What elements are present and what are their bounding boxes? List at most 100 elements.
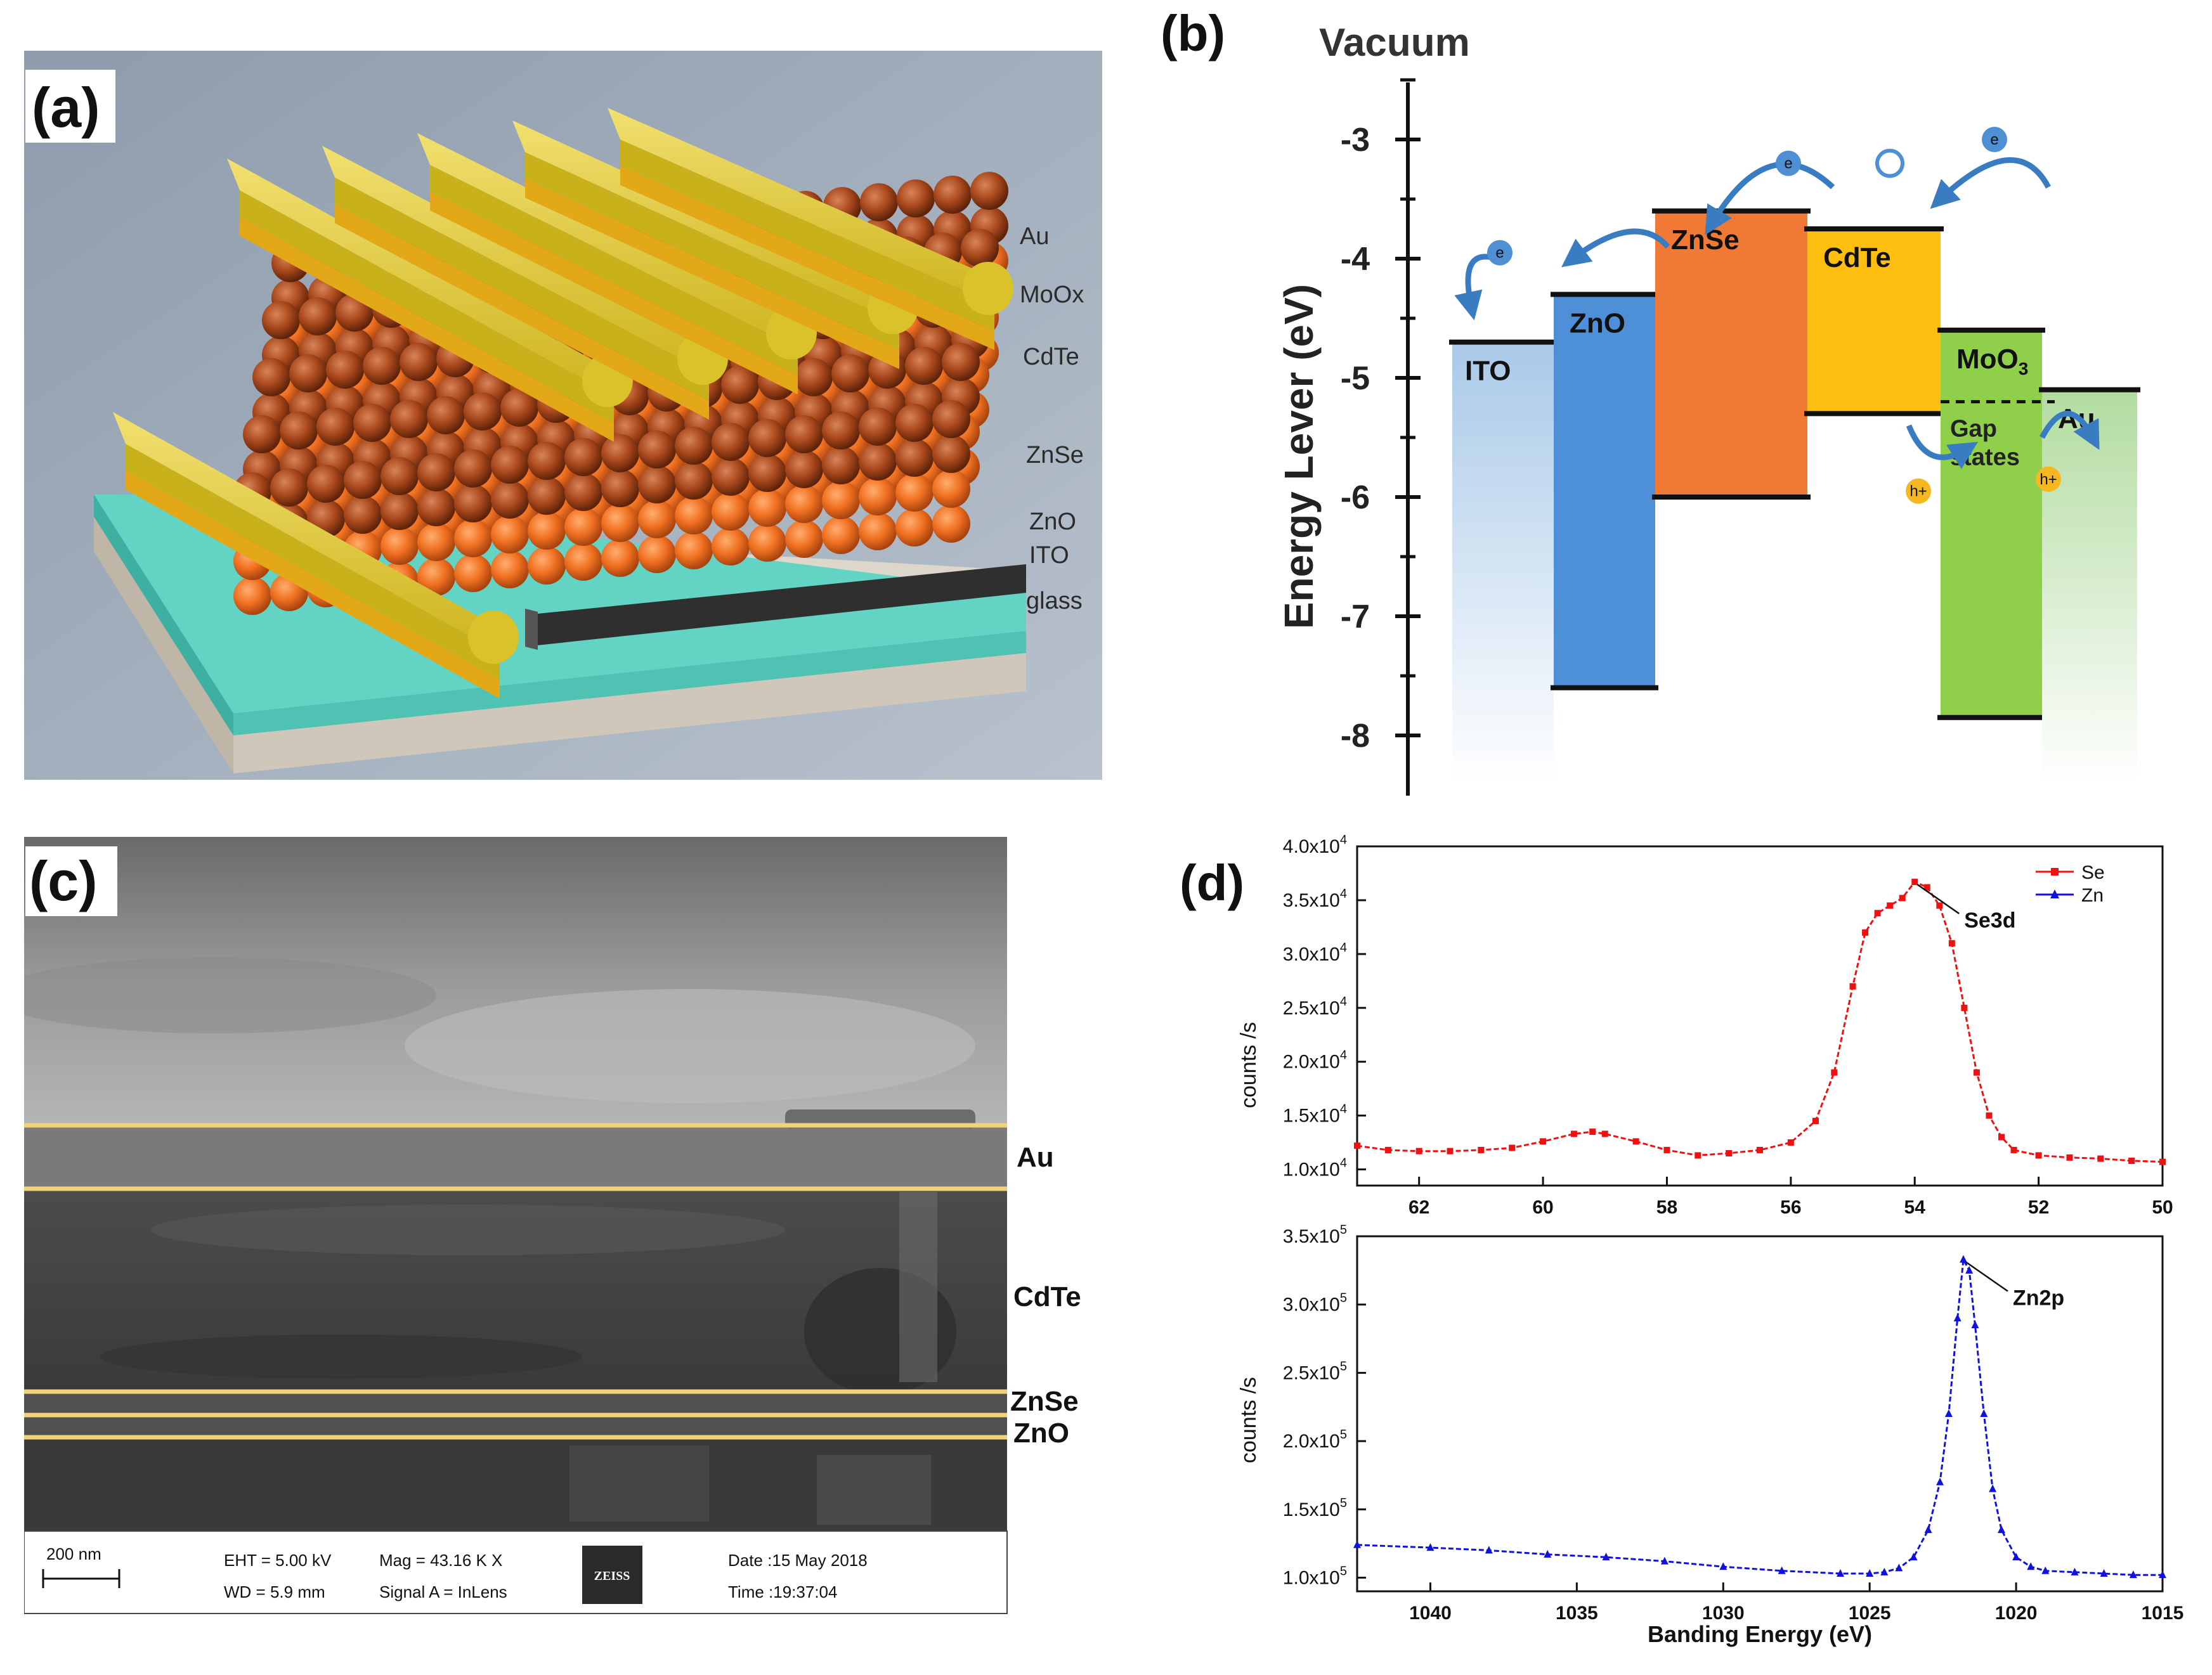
- panel-d-label: (d): [1180, 855, 1244, 911]
- zeiss-logo-text: ZEISS: [594, 1569, 630, 1583]
- gap-states-label: states: [1950, 444, 2020, 471]
- data-point: [2100, 1569, 2108, 1577]
- quantum-dot: [289, 354, 327, 392]
- hole: [2036, 466, 2061, 492]
- y-tick-exponent: 5: [1340, 1564, 1347, 1578]
- quantum-dot: [528, 442, 566, 480]
- electrode-strip-au-side: [525, 152, 899, 350]
- y-tick-label: -7: [1341, 598, 1370, 635]
- energy-level-diagram: (b) Vacuum Energy Lever (eV) -3-4-5-6-7-…: [1161, 5, 2140, 796]
- layer-label-moox: MoOx: [1020, 281, 1084, 308]
- quantum-dot: [721, 366, 759, 404]
- quantum-dot: [822, 446, 860, 484]
- sem-time: Time :19:37:04: [728, 1582, 837, 1601]
- plot-frame: [1356, 845, 2164, 1187]
- electron: [1776, 150, 1801, 176]
- electrode-strip-rounded-end: [963, 262, 1013, 315]
- quantum-dot: [491, 446, 529, 484]
- quantum-dot: [417, 453, 455, 491]
- quantum-dot: [859, 443, 897, 481]
- quantum-dot: [895, 474, 934, 512]
- quantum-dot: [344, 496, 382, 534]
- quantum-dot: [638, 500, 676, 538]
- quantum-dot: [970, 172, 1008, 210]
- quantum-dot: [748, 524, 786, 562]
- panel-b-label: (b): [1161, 5, 1225, 61]
- y-tick-exponent: 4: [1340, 1156, 1347, 1170]
- quantum-dot: [564, 438, 602, 476]
- quantum-dot: [675, 531, 713, 569]
- sem-label-cdte: CdTe: [1013, 1281, 1081, 1312]
- band-au: [2042, 389, 2137, 784]
- band-label-subscript: 3: [2019, 359, 2029, 378]
- y-tick-label: 4.0x104: [1283, 833, 1347, 857]
- quantum-dot: [895, 439, 934, 477]
- electrode-strip-au-top: [417, 133, 798, 349]
- data-point: [1944, 1409, 1953, 1417]
- sem-cross-section: (c) Au CdTe ZnSe ZnO 200 nm EHT = 5.00 k…: [24, 837, 1081, 1648]
- quantum-dot: [675, 496, 713, 534]
- quantum-dot: [712, 458, 750, 496]
- data-point: [1998, 1525, 2005, 1534]
- quantum-dot: [822, 516, 860, 554]
- electrode-strip-front-au-side: [126, 444, 500, 680]
- electrode-strip-moox: [335, 204, 709, 420]
- quantum-dot: [748, 454, 786, 492]
- quantum-dot: [454, 484, 492, 522]
- data-point: [1849, 983, 1856, 990]
- panel-c-label: (c): [29, 850, 98, 912]
- data-point: [1570, 1130, 1577, 1137]
- electron-transfer-arrow: [1454, 254, 1498, 321]
- data-point: [1426, 1543, 1435, 1551]
- series-line-se: [1356, 881, 2163, 1163]
- legend-marker: [2050, 889, 2059, 898]
- band-label-zno: ZnO: [1570, 307, 1625, 339]
- y-tick-label: 1.0x105: [1283, 1564, 1347, 1588]
- data-point: [1959, 1255, 1967, 1263]
- electrode-strip-au-side: [335, 178, 709, 401]
- quantum-dot: [307, 465, 345, 503]
- quantum-dot: [270, 469, 308, 507]
- electrode-strip-au-top: [227, 158, 614, 396]
- quantum-dot: [564, 543, 602, 581]
- quantum-dot: [785, 450, 823, 488]
- bottom-y-axis-label: counts /s: [1237, 1377, 1261, 1463]
- quantum-dot: [638, 465, 676, 503]
- quantum-dot: [500, 389, 538, 427]
- y-tick-exponent: 4: [1340, 995, 1347, 1009]
- quantum-dot: [675, 427, 713, 465]
- quantum-dot: [638, 535, 676, 573]
- annotation-leader: [1916, 884, 1960, 915]
- data-point: [1961, 1004, 1968, 1011]
- data-point: [1923, 884, 1930, 891]
- quantum-dot: [942, 343, 980, 381]
- layer-label-cdte: CdTe: [1023, 344, 1079, 370]
- electrode-strip-au-side: [430, 165, 798, 375]
- data-point: [2159, 1570, 2166, 1579]
- scale-bar: [42, 1569, 120, 1588]
- data-point: [1887, 902, 1894, 909]
- quantum-dot: [353, 404, 391, 442]
- y-axis: -3 -4 -5 -6 -7 -8: [1341, 78, 1421, 796]
- se-spectrum-plot: 1.0x104 1.5x104 2.0x104 2.5x104 3.0x104 3.5x1…: [1283, 833, 2173, 1218]
- quantum-dot: [895, 508, 934, 546]
- x-tick-label: 1015: [2142, 1603, 2184, 1624]
- panel-d: (d) counts /s counts /s Banding Energy (…: [1167, 824, 2194, 1667]
- quantum-dot: [528, 546, 566, 585]
- band-ito: [1452, 342, 1554, 784]
- hole-symbol: h+: [1909, 483, 1927, 500]
- y-tick-label: 3.0x105: [1283, 1291, 1347, 1316]
- quantum-dot: [712, 527, 750, 566]
- top-y-axis-label: counts /s: [1237, 1022, 1261, 1108]
- electron-transfer-arrow: [1705, 161, 1835, 235]
- data-point: [2041, 1566, 2050, 1574]
- y-tick-exponent: 4: [1340, 887, 1347, 901]
- layer-label-au: Au: [1020, 223, 1049, 250]
- data-point: [2071, 1567, 2079, 1575]
- data-point: [1980, 1409, 1988, 1417]
- panel-a: (a) Au MoOx CdTe ZnSe ZnO ITO glass: [24, 51, 1102, 780]
- panel-b: (b) Vacuum Energy Lever (eV) -3 -4 -5 -6 -7-…: [1154, 0, 2144, 818]
- y-tick-label: 2.5x104: [1283, 995, 1347, 1019]
- data-point: [1924, 1525, 1932, 1534]
